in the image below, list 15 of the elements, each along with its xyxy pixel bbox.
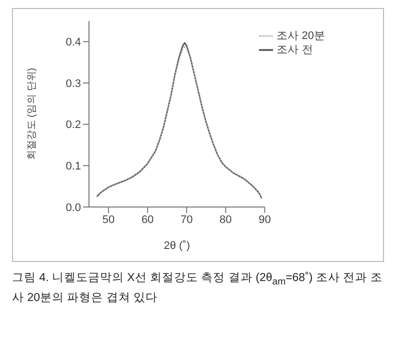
x-tick-label: 50 [102, 214, 115, 226]
y-tick-label: 0.2 [66, 119, 81, 132]
legend-label: 조사 전 [276, 44, 313, 56]
y-tick-label: 0.4 [66, 36, 81, 49]
y-axis-title: 회절강도 (임의 단위) [26, 68, 38, 160]
x-tick-label: 60 [141, 214, 154, 226]
x-tick-label: 90 [258, 214, 271, 226]
x-tick-label: 80 [220, 214, 232, 226]
x-tick-label: 70 [180, 214, 193, 226]
text: 그림 4. 니켈도금막의 X선 회절강도 측정 결과 (2θ$_{am}$=68˚) 조사 전과 조사 20분의 파형은 겹쳐 있다 [12, 272, 382, 304]
y-tick-label: 0.1 [66, 160, 81, 173]
y-tick-label: 0.3 [66, 78, 81, 90]
legend-label: 조사 20분 [276, 30, 325, 42]
y-tick-label: 0.0 [66, 202, 81, 214]
x-axis-title: 2θ (˚) [164, 240, 190, 252]
